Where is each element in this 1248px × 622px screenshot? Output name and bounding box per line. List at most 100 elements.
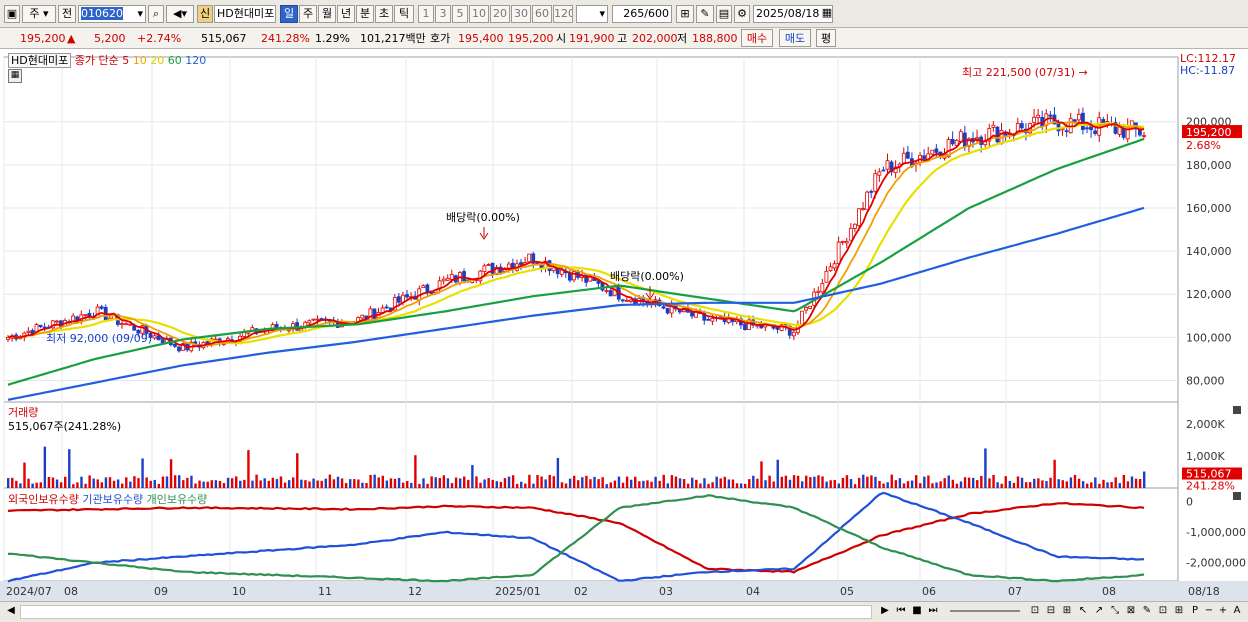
volume-bar [992,474,995,488]
sell-button[interactable]: 매도 [779,29,811,47]
num-60[interactable]: 60 [532,5,552,23]
num-30[interactable]: 30 [511,5,531,23]
volume-bar [1049,477,1052,488]
buy-button[interactable]: 매수 [741,29,773,47]
change-pct: +2.74% [137,32,182,45]
tab-tick[interactable]: 틱 [394,5,414,23]
y-tick-label: 80,000 [1186,374,1225,387]
candle-body [893,166,898,174]
font-icon[interactable]: A [1233,605,1241,616]
chart-canvas[interactable]: 200,000180,000160,000140,000120,000100,0… [0,49,1248,601]
volume-bar [511,475,515,488]
num-20[interactable]: 20 [490,5,510,23]
stock-name[interactable]: HD현대미포 [214,5,276,23]
volume-bar [182,480,185,488]
zoom-in-icon[interactable]: + [1218,605,1228,616]
scroll-left-icon[interactable]: ◀ [7,605,15,616]
volume-bar [906,481,910,488]
toolbar: ▣ 주 ▾ 전 010620 ▾ ⌕ ◀▾ 신 HD현대미포 일 주 월 년 분 … [0,0,1248,28]
speaker-icon[interactable]: ◀▾ [166,5,194,23]
volume-bar [116,479,120,488]
table-icon[interactable]: ▦ [8,69,22,83]
tool-icon[interactable]: ⊡ [1030,605,1040,616]
scroll-right-icon[interactable]: ▶ [881,605,889,616]
period-select[interactable]: 주 ▾ [22,5,56,23]
candle-body [54,320,59,323]
tool-icon[interactable]: ⤡ [1111,605,1119,616]
count-total: /600 [644,7,669,20]
pen-icon[interactable]: ✎ [696,5,714,23]
view-select[interactable]: 전 [58,5,76,23]
chart-area[interactable]: 200,000 180,000 160,000 140,000 120,000 100,0… [0,49,1248,601]
candle-body [991,124,996,128]
tab-year[interactable]: 년 [337,5,355,23]
candle-body [490,262,495,274]
candle-body [828,266,833,272]
tool-icon[interactable]: ⊞ [1062,605,1072,616]
volume-bar [792,475,796,488]
num-3[interactable]: 3 [435,5,451,23]
volume-bar [654,476,657,488]
annotation-dividend-1: 배당락(0.00%) [446,211,520,224]
volume-bar [169,459,173,488]
num-1[interactable]: 1 [418,5,434,23]
volume-bar [634,476,637,488]
save-icon[interactable]: ▤ [716,5,732,23]
candle-body [1089,126,1093,130]
tab-second[interactable]: 초 [375,5,393,23]
candle-body [800,310,804,325]
volume-bar [365,483,368,488]
gear-icon[interactable]: ⚙ [734,5,750,23]
date-field[interactable]: 2025/08/18 [753,5,833,23]
stop-icon[interactable]: ■ [912,605,922,616]
num-10[interactable]: 10 [469,5,489,23]
window-icon[interactable]: ▣ [4,5,20,23]
grid-icon[interactable]: ⊞ [676,5,694,23]
candle-body [779,324,784,331]
volume-bar [638,481,641,488]
pin-icon[interactable]: P [1191,605,1199,616]
last-icon[interactable]: ⏭ [928,605,938,616]
eval-button[interactable]: 평 [816,29,836,47]
volume-bar [210,480,213,488]
volume-bar [104,477,108,488]
custom-period-select[interactable]: ▾ [576,5,608,23]
volume-bar [373,474,376,488]
tool-icon[interactable]: ⊠ [1126,605,1136,616]
volume-bar [898,478,902,488]
tool-icon[interactable]: ↗ [1094,605,1104,616]
tab-day[interactable]: 일 [280,5,298,23]
num-5[interactable]: 5 [452,5,468,23]
tool-icon[interactable]: ⊡ [1158,605,1168,616]
current-price-tag: 195,200 [1186,126,1232,139]
volume-bar [320,480,323,488]
tab-minute[interactable]: 분 [356,5,374,23]
scrollbar-track[interactable] [20,605,872,619]
tool-icon[interactable]: ⊟ [1046,605,1056,616]
tool-icon[interactable]: ⊞ [1174,605,1184,616]
volume-bar [332,479,336,488]
volume-bar [678,478,682,488]
code-input[interactable]: 010620 ▾ [78,5,146,23]
stock-tag: HD현대미포 [8,53,72,68]
volume-bar [218,480,222,488]
tool-icon[interactable]: ✎ [1142,605,1152,616]
zoom-slider[interactable] [950,610,1020,612]
num-120[interactable]: 120 [553,5,573,23]
legend-ma60: 60 [167,54,182,67]
tool-icon[interactable]: ↖ [1078,605,1088,616]
volume-bar [381,475,384,488]
count-field[interactable]: 265/600 [612,5,672,23]
volume-bar [178,475,181,488]
volume-bar [434,477,437,488]
open: 191,900 [569,32,615,45]
zoom-out-icon[interactable]: − [1204,605,1214,616]
calendar-icon[interactable]: ▦ [821,6,833,19]
tab-month[interactable]: 월 [318,5,336,23]
tab-week[interactable]: 주 [299,5,317,23]
volume-bar [739,483,743,488]
search-icon[interactable]: ⌕ [148,5,164,23]
first-icon[interactable]: ⏮ [896,605,906,616]
volume-bar [259,480,262,488]
candle-body [848,227,853,241]
